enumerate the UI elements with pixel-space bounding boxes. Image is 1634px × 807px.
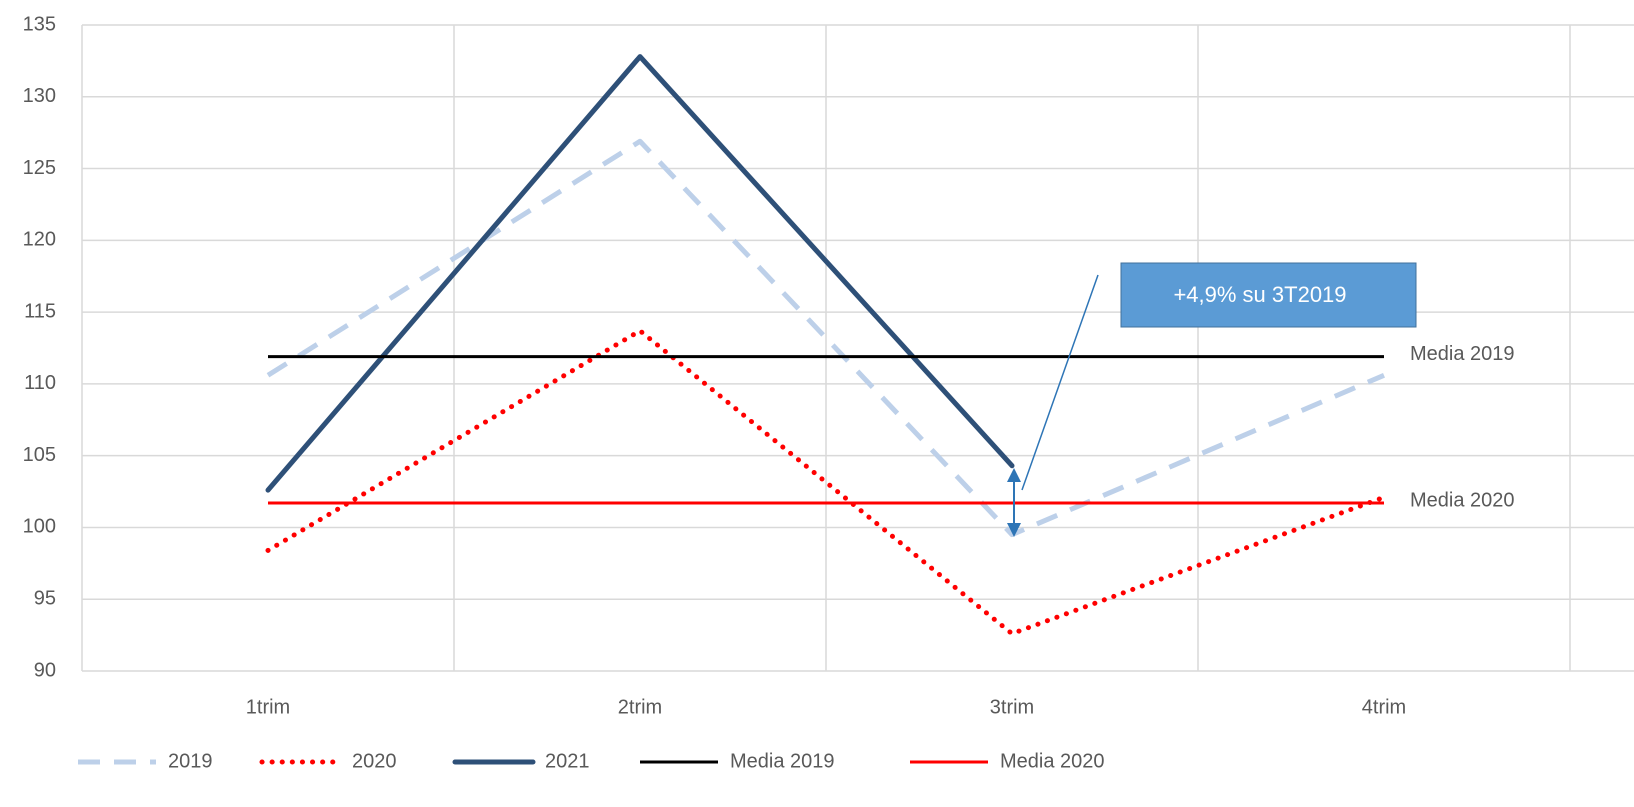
end-label: Media 2020	[1410, 489, 1515, 511]
x-tick-label: 3trim	[990, 696, 1034, 718]
legend-label: 2021	[545, 750, 590, 772]
end-label: Media 2019	[1410, 343, 1515, 365]
annotation: +4,9% su 3T2019	[1173, 282, 1346, 307]
y-tick-label: 105	[23, 444, 56, 466]
series-line	[265, 54, 1015, 493]
y-tick-label: 100	[23, 516, 56, 538]
x-tick-label: 1trim	[246, 696, 290, 718]
legend-label: Media 2019	[730, 750, 835, 772]
legend-label: Media 2020	[1000, 750, 1105, 772]
y-tick-label: 125	[23, 157, 56, 179]
y-tick-label: 115	[24, 300, 56, 322]
y-tick-label: 90	[34, 659, 56, 681]
annotation-box	[1120, 262, 1417, 328]
y-tick-label: 120	[23, 229, 56, 251]
legend-label: 2019	[168, 750, 213, 772]
arrow-head	[1007, 468, 1021, 482]
leader-line	[1021, 274, 1099, 491]
series-line	[265, 328, 1387, 637]
arrow-head	[1007, 523, 1021, 537]
y-tick-label: 135	[23, 13, 56, 35]
series-line	[266, 138, 1385, 538]
x-tick-label: 2trim	[618, 696, 662, 718]
y-tick-label: 95	[34, 588, 56, 610]
y-tick-label: 130	[23, 85, 56, 107]
y-tick-label: 110	[24, 372, 56, 394]
lines	[265, 54, 1387, 637]
x-tick-label: 4trim	[1362, 696, 1406, 718]
legend-label: 2020	[352, 750, 397, 772]
